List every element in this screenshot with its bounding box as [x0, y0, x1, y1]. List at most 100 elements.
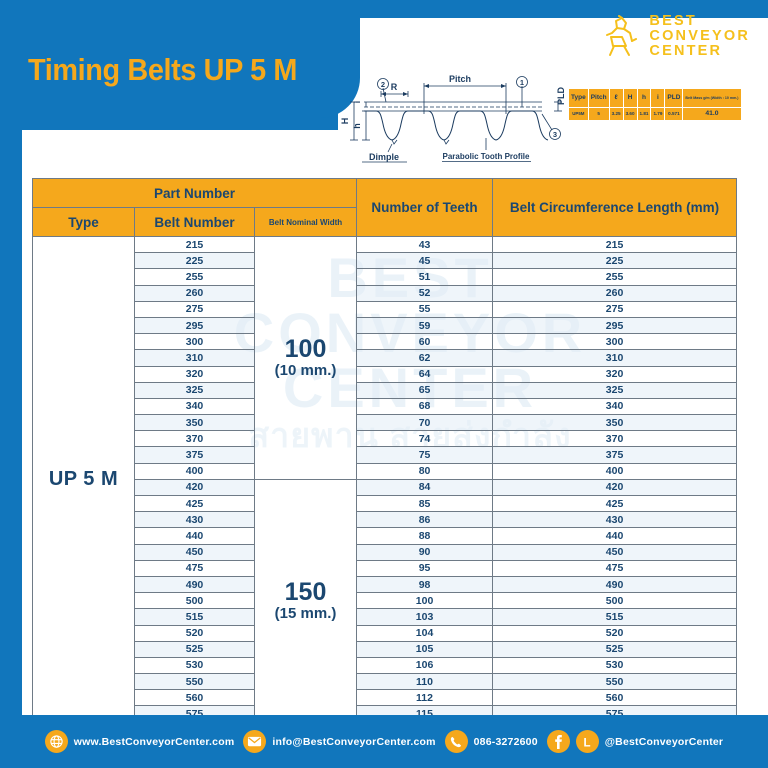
table-row: 350 70 350: [33, 414, 738, 432]
cell-number-of-teeth: 86: [356, 511, 494, 529]
cell-belt-number: 515: [134, 608, 255, 626]
cell-belt-number: 375: [134, 446, 255, 464]
pitch-label: Pitch: [449, 74, 471, 84]
svg-text:L: L: [584, 737, 591, 749]
header-belt-number: Belt Number: [134, 207, 255, 237]
cell-belt-number: 370: [134, 430, 255, 448]
callout-3-circle: [549, 128, 561, 140]
width-value: 150: [284, 578, 327, 607]
cell-circumference: 425: [492, 494, 738, 513]
cell-circumference: 560: [492, 689, 738, 707]
logo-wordmark: BEST CONVEYOR CENTER: [649, 14, 750, 58]
cell-belt-number: 260: [134, 284, 255, 302]
cell-circumference: 420: [492, 478, 738, 497]
title-banner: [0, 18, 360, 118]
spec-header-row: Type Pitch ℓ H h i PLD Belt Mass g/m (Wi…: [568, 88, 742, 108]
footer-email[interactable]: info@BestConveyorCenter.com: [243, 730, 435, 753]
cell-circumference: 500: [492, 592, 738, 610]
cell-circumference: 320: [492, 365, 738, 383]
cell-circumference: 300: [492, 333, 738, 351]
cell-number-of-teeth: 98: [356, 575, 494, 594]
cell-belt-number: 255: [134, 268, 255, 286]
cell-belt-number: 420: [134, 478, 255, 497]
table-row: 255 51 255: [33, 268, 738, 286]
globe-icon: [44, 730, 68, 753]
page-title: Timing Belts UP 5 M: [28, 52, 298, 87]
cell-number-of-teeth: 70: [356, 414, 494, 432]
cell-belt-number: 440: [134, 527, 255, 545]
table-row: 400 80 400: [33, 462, 738, 480]
table-row: 340 68 340: [33, 397, 738, 416]
cell-number-of-teeth: 112: [356, 689, 494, 707]
phone-icon: [444, 730, 468, 753]
cell-belt-nominal-width: 150 (15 mm.): [253, 478, 358, 723]
cell-belt-number: 300: [134, 333, 255, 351]
table-row: 225 45 225: [33, 252, 738, 270]
cell-number-of-teeth: 43: [356, 235, 494, 254]
cell-circumference: 490: [492, 575, 738, 594]
cell-number-of-teeth: 60: [356, 333, 494, 351]
table-row: 490 98 490: [33, 575, 738, 594]
facebook-icon[interactable]: [546, 730, 570, 753]
spec-v-type: UP5M: [568, 107, 589, 121]
r-label: R: [391, 82, 398, 92]
cell-belt-number: 350: [134, 414, 255, 432]
pld-label: PLD: [556, 86, 566, 105]
spec-v-h: 1.81: [636, 107, 652, 121]
h-label: h: [352, 123, 362, 129]
line-icon[interactable]: L: [575, 730, 599, 753]
cell-number-of-teeth: 62: [356, 349, 494, 367]
table-row: 525 105 525: [33, 640, 738, 658]
table-row: 320 64 320: [33, 365, 738, 383]
envelope-icon: [243, 730, 267, 753]
table-header-row-1: Part Number Number of Teeth Belt Circumf…: [31, 178, 738, 237]
header-belt-nominal-width: Belt Nominal Width: [253, 207, 358, 237]
table-row: 530 106 530: [33, 656, 738, 675]
table-row: 375 75 375: [33, 446, 738, 464]
table-row: UP 5 M 215 100 (10 mm.) 43 215: [32, 235, 738, 723]
cell-number-of-teeth: 55: [356, 300, 494, 318]
table-row: 300 60 300: [33, 333, 738, 351]
cell-number-of-teeth: 52: [356, 284, 494, 302]
cell-belt-number: 475: [134, 559, 255, 577]
spec-h-pld: PLD: [664, 88, 684, 108]
cell-number-of-teeth: 75: [356, 446, 494, 464]
footer-social[interactable]: L @BestConveyorCenter: [546, 730, 724, 753]
table-row: 430 86 430: [33, 511, 738, 529]
cell-number-of-teeth: 88: [356, 527, 494, 545]
cell-number-of-teeth: 95: [356, 559, 494, 577]
cell-circumference: 475: [492, 559, 738, 577]
cell-circumference: 325: [492, 381, 738, 399]
belt-size-table: Part Number Number of Teeth Belt Circumf…: [31, 178, 738, 723]
cell-circumference: 530: [492, 656, 738, 675]
spec-h-pitch: Pitch: [587, 88, 610, 108]
width-mm: (15 mm.): [274, 605, 337, 623]
cell-belt-number: 325: [134, 381, 255, 399]
spec-v-i: 1.79: [650, 107, 666, 121]
cell-number-of-teeth: 104: [356, 624, 494, 642]
footer-phone[interactable]: 086-3272600: [444, 730, 538, 753]
spec-v-l: 3.25: [608, 107, 624, 121]
footer-contact-bar: www.BestConveyorCenter.com info@BestConv…: [0, 715, 768, 768]
footer-website[interactable]: www.BestConveyorCenter.com: [44, 730, 235, 753]
cell-belt-number: 430: [134, 511, 255, 529]
cell-number-of-teeth: 105: [356, 640, 494, 658]
cell-circumference: 275: [492, 300, 738, 318]
header-circumference: Belt Circumference Length (mm): [492, 178, 738, 237]
cell-circumference: 295: [492, 316, 738, 335]
cell-belt-nominal-width: 100 (10 mm.): [253, 236, 358, 480]
cell-number-of-teeth: 51: [356, 268, 494, 286]
cell-belt-number: 225: [134, 252, 255, 270]
spec-v-pitch: 5: [587, 107, 610, 121]
spec-v-mass: 41.0: [682, 107, 742, 121]
cell-belt-number: 525: [134, 640, 255, 658]
cell-belt-number: 215: [134, 235, 255, 254]
table-row: 275 55 275: [33, 300, 738, 318]
H-label: H: [340, 118, 350, 125]
callout-3-label: 3: [553, 130, 557, 139]
spec-h-H: H: [622, 88, 638, 108]
cell-circumference: 370: [492, 430, 738, 448]
width-mm: (10 mm.): [274, 362, 337, 380]
table-row: 440 88 440: [33, 527, 738, 545]
